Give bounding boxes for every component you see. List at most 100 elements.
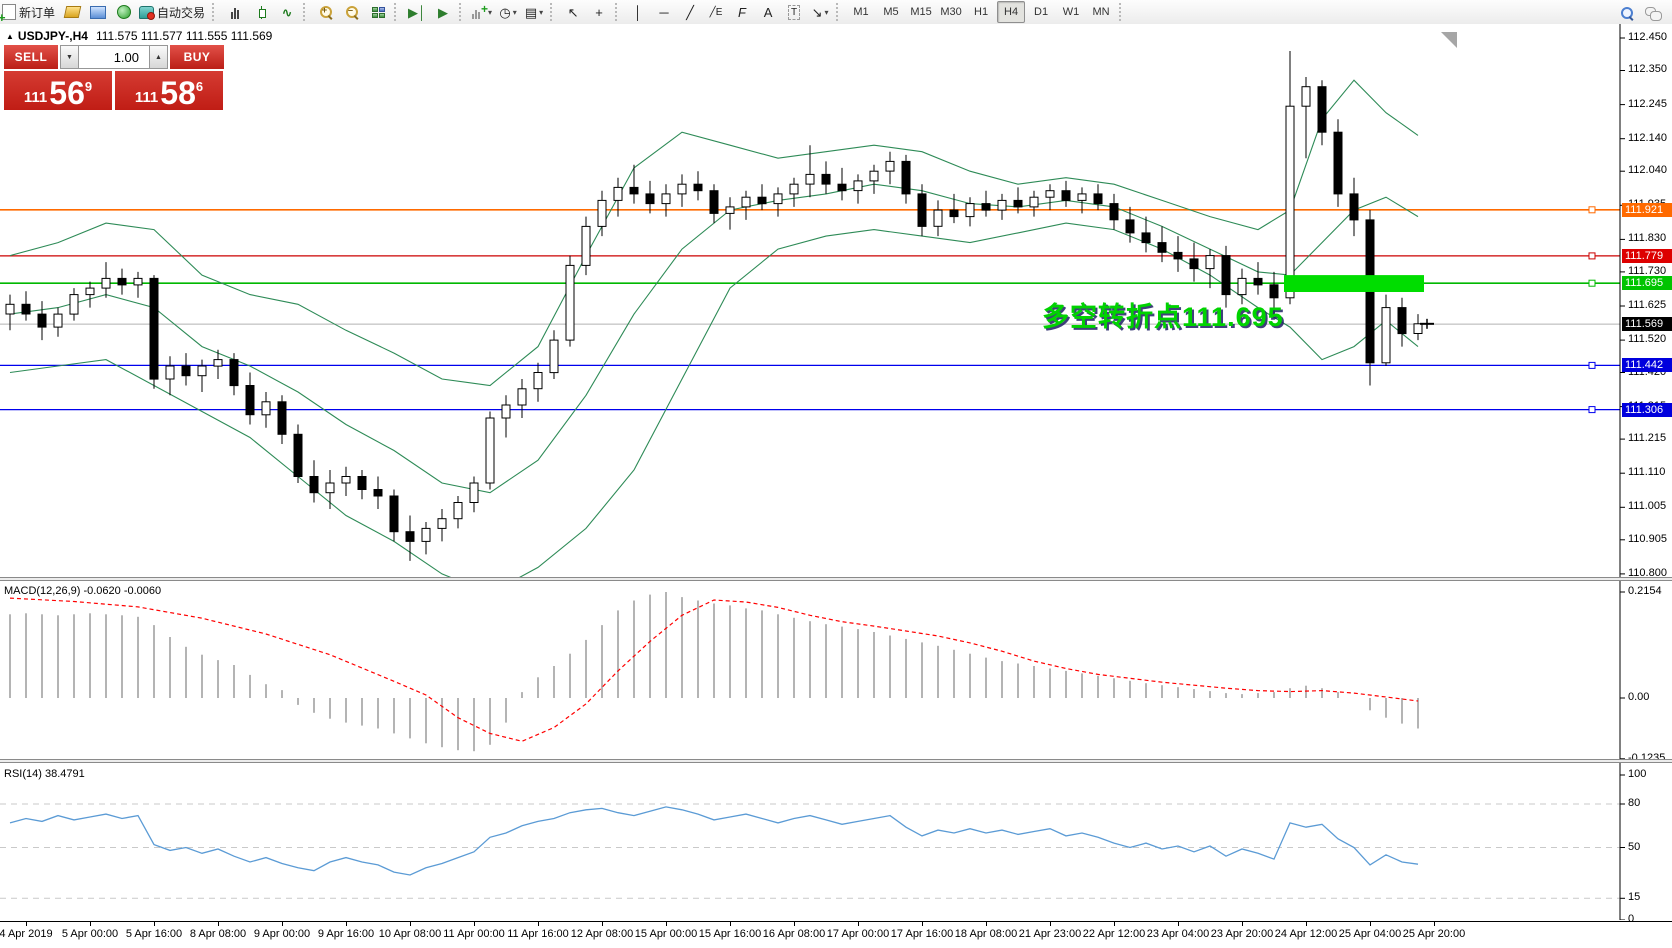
time-axis-label: 17 Apr 16:00 xyxy=(890,928,954,940)
sell-button[interactable]: SELL xyxy=(4,45,58,69)
time-axis[interactable]: 4 Apr 2019 5 Apr 00:00 5 Apr 16:00 8 Apr 08… xyxy=(0,921,1672,948)
templates-button[interactable]: ▤ ▾ xyxy=(522,1,546,23)
chart-shift-icon: ▶│ xyxy=(407,4,427,20)
timeframe-M1[interactable]: M1 xyxy=(853,6,869,18)
time-axis-tick xyxy=(474,922,475,926)
cursor-button[interactable]: ↖ xyxy=(561,1,585,23)
timeframe-H4[interactable]: H4 xyxy=(997,1,1026,23)
indicators-icon: + xyxy=(472,2,488,19)
main-chart-pane[interactable]: 112.450 112.350 112.245 112.140 112.040 111.9… xyxy=(0,24,1672,579)
alerts-button[interactable] xyxy=(112,1,136,23)
arrows-button[interactable]: ↘ ▾ xyxy=(808,1,832,23)
macd-pane[interactable]: 0.2154 0.00 -0.1235 xyxy=(0,581,1672,764)
vertical-line-button[interactable]: │ xyxy=(626,1,650,23)
label-tool-button[interactable]: T xyxy=(782,1,806,23)
timeframe-MN[interactable]: MN xyxy=(1092,6,1110,18)
rsi-axis-tick: 100 xyxy=(1628,768,1647,780)
time-axis-label: 11 Apr 16:00 xyxy=(507,928,569,940)
time-axis-label: 15 Apr 00:00 xyxy=(634,928,698,940)
text-tool-button[interactable]: A xyxy=(756,1,780,23)
rsi-label: RSI(14) 38.4791 xyxy=(4,768,85,780)
time-axis-tick xyxy=(666,922,667,926)
bar-chart-icon xyxy=(231,6,240,19)
time-axis-tick xyxy=(1050,922,1051,926)
rsi-axis-tick: 80 xyxy=(1628,797,1641,809)
toolbar-separator xyxy=(459,3,466,21)
time-axis-tick xyxy=(410,922,411,926)
price-axis-tick: 112.245 xyxy=(1628,98,1667,110)
price-axis-tick: 112.040 xyxy=(1628,164,1667,176)
dropdown-arrow-icon: ▾ xyxy=(512,7,517,17)
profiles-button[interactable] xyxy=(60,1,84,23)
rsi-pane[interactable]: 100 80 50 15 0 xyxy=(0,763,1672,925)
auto-scroll-icon: ▶ xyxy=(438,4,449,20)
pane-splitter[interactable] xyxy=(0,759,1672,763)
time-axis-tick xyxy=(1178,922,1179,926)
toolbar-separator xyxy=(615,3,622,21)
search-icon xyxy=(1620,6,1635,21)
ohlc-values: 111.575 111.577 111.555 111.569 xyxy=(95,29,273,43)
volume-input[interactable] xyxy=(79,45,149,69)
pane-splitter[interactable] xyxy=(0,577,1672,581)
time-axis-label: 9 Apr 00:00 xyxy=(253,928,311,940)
time-axis-label: 11 Apr 00:00 xyxy=(443,928,505,940)
channel-icon: ╱E xyxy=(709,6,723,18)
trendline-button[interactable]: ╱ xyxy=(678,1,702,23)
price-level-chip: 111.779 xyxy=(1622,249,1672,263)
time-axis-label: 10 Apr 08:00 xyxy=(378,928,442,940)
terminal-button[interactable] xyxy=(86,1,110,23)
line-chart-button[interactable]: ∿ xyxy=(275,1,299,23)
periods-button[interactable]: ◷ ▾ xyxy=(496,1,520,23)
sell-price[interactable]: 111 56 9 xyxy=(4,71,112,110)
timeframe-D1[interactable]: D1 xyxy=(1034,6,1049,18)
one-click-trading-panel: SELL ▼ ▲ BUY 111 56 9 111 58 6 xyxy=(4,45,224,110)
new-order-button[interactable]: + 新订单 xyxy=(0,1,58,24)
timeframe-H1[interactable]: H1 xyxy=(974,6,989,18)
collapse-arrow-icon[interactable]: ▲ xyxy=(6,32,14,41)
price-level-chip: 111.695 xyxy=(1622,276,1672,290)
horizontal-line-button[interactable]: ─ xyxy=(652,1,676,23)
price-axis-tick: 112.350 xyxy=(1628,63,1667,75)
volume-increase-button[interactable]: ▲ xyxy=(149,45,168,69)
sell-price-figure: 111 xyxy=(23,89,48,106)
auto-scroll-button[interactable]: ▶ xyxy=(431,1,455,23)
autotrade-button[interactable]: 自动交易 xyxy=(138,1,208,23)
chat-bubbles-icon xyxy=(1645,6,1662,21)
price-axis-tick: 111.830 xyxy=(1628,232,1667,244)
timeframe-M5[interactable]: M5 xyxy=(883,6,899,18)
volume-decrease-button[interactable]: ▼ xyxy=(60,45,79,69)
line-chart-icon: ∿ xyxy=(281,4,293,20)
timeframe-M15[interactable]: M15 xyxy=(910,6,932,18)
buy-price-figure: 111 xyxy=(134,89,159,106)
price-axis-tick: 111.005 xyxy=(1628,500,1667,512)
trendline-icon: ╱ xyxy=(686,4,694,20)
crosshair-button[interactable]: + xyxy=(587,1,611,23)
community-button[interactable] xyxy=(1641,2,1665,24)
zoom-in-icon: + xyxy=(319,5,334,20)
fibonacci-button[interactable]: F xyxy=(730,1,754,23)
channel-button[interactable]: ╱E xyxy=(704,1,728,23)
vertical-line-icon: │ xyxy=(633,4,643,20)
autotrade-icon xyxy=(139,5,156,20)
bar-chart-button[interactable] xyxy=(223,1,247,23)
time-axis-tick xyxy=(730,922,731,926)
timeframe-W1[interactable]: W1 xyxy=(1062,6,1080,18)
zoom-out-icon: – xyxy=(345,5,360,20)
zoom-in-button[interactable]: + xyxy=(314,1,338,23)
timeframe-M30[interactable]: M30 xyxy=(940,6,962,18)
chart-shift-button[interactable]: ▶│ xyxy=(405,1,429,23)
rsi-axis-tick: 50 xyxy=(1628,841,1641,853)
tile-windows-button[interactable] xyxy=(366,1,390,23)
time-axis-label: 18 Apr 08:00 xyxy=(954,928,1018,940)
zoom-out-button[interactable]: – xyxy=(340,1,364,23)
time-axis-tick xyxy=(602,922,603,926)
label-tool-icon: T xyxy=(787,4,801,20)
search-button[interactable] xyxy=(1615,2,1639,24)
candlestick-chart-button[interactable] xyxy=(249,1,273,23)
buy-price[interactable]: 111 58 6 xyxy=(115,71,223,110)
indicators-button[interactable]: + ▾ xyxy=(470,1,494,23)
time-axis-tick xyxy=(1114,922,1115,926)
price-axis-tick: 111.110 xyxy=(1628,466,1666,478)
buy-button[interactable]: BUY xyxy=(170,45,224,69)
time-axis-tick xyxy=(1370,922,1371,926)
